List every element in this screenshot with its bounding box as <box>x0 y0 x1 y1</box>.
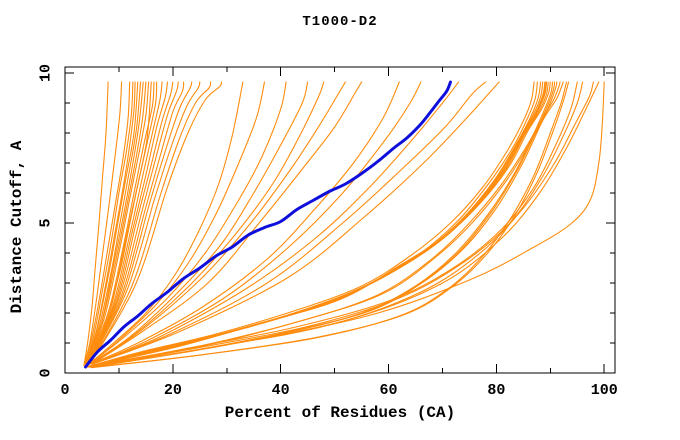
x-tick-label: 20 <box>164 382 182 399</box>
x-tick-label: 60 <box>380 382 398 399</box>
orange-model-curve <box>88 81 163 365</box>
x-tick-label: 0 <box>60 382 69 399</box>
orange-model-curve <box>83 81 123 367</box>
orange-model-curve <box>88 81 174 364</box>
orange-model-curve <box>86 81 142 365</box>
orange-model-curve <box>83 81 131 367</box>
orange-model-curve <box>88 81 287 365</box>
orange-model-curve <box>90 81 201 362</box>
orange-model-curve <box>91 81 584 368</box>
orange-model-curve <box>91 81 223 362</box>
orange-model-curve <box>93 81 605 368</box>
plot-box <box>64 66 616 374</box>
x-tick-label: 40 <box>272 382 290 399</box>
orange-model-curve <box>91 81 460 365</box>
orange-model-curve <box>88 81 158 365</box>
y-tick-label: 0 <box>38 368 55 377</box>
orange-model-curve <box>91 81 570 369</box>
orange-model-curve <box>89 81 179 364</box>
orange-model-curve <box>91 81 212 362</box>
orange-model-curve <box>86 81 147 365</box>
orange-model-curve <box>90 81 400 365</box>
blue-highlight-curve <box>84 80 452 369</box>
orange-model-curve <box>89 81 185 364</box>
x-tick-label: 100 <box>591 382 618 399</box>
orange-model-curve <box>84 81 134 365</box>
x-axis-label: Percent of Residues (CA) <box>224 404 456 422</box>
orange-model-curve <box>83 81 109 367</box>
orange-model-curve <box>91 81 487 365</box>
orange-model-curve <box>86 81 139 365</box>
orange-model-curve <box>88 81 244 365</box>
orange-model-curve <box>86 81 535 368</box>
orange-model-curve <box>92 81 594 368</box>
orange-model-curve <box>88 81 169 364</box>
orange-model-curve <box>87 81 155 365</box>
orange-model-curve <box>89 81 558 368</box>
orange-model-curve <box>87 81 150 365</box>
y-tick-label: 5 <box>38 218 55 227</box>
orange-model-curve <box>92 81 500 365</box>
orange-model-curve <box>88 81 266 365</box>
orange-model-curve <box>90 81 564 367</box>
orange-model-curve <box>87 81 546 368</box>
orange-model-curve <box>90 81 193 364</box>
x-tick-label: 80 <box>487 382 505 399</box>
chart-title: T1000-D2 <box>302 14 378 30</box>
orange-model-curve <box>90 81 325 365</box>
orange-model-curve <box>91 81 363 365</box>
y-tick-label: 10 <box>38 64 55 82</box>
orange-model-curve <box>91 81 422 365</box>
orange-model-curve <box>88 81 309 365</box>
orange-model-curve <box>90 81 346 365</box>
orange-model-curve <box>91 81 578 368</box>
